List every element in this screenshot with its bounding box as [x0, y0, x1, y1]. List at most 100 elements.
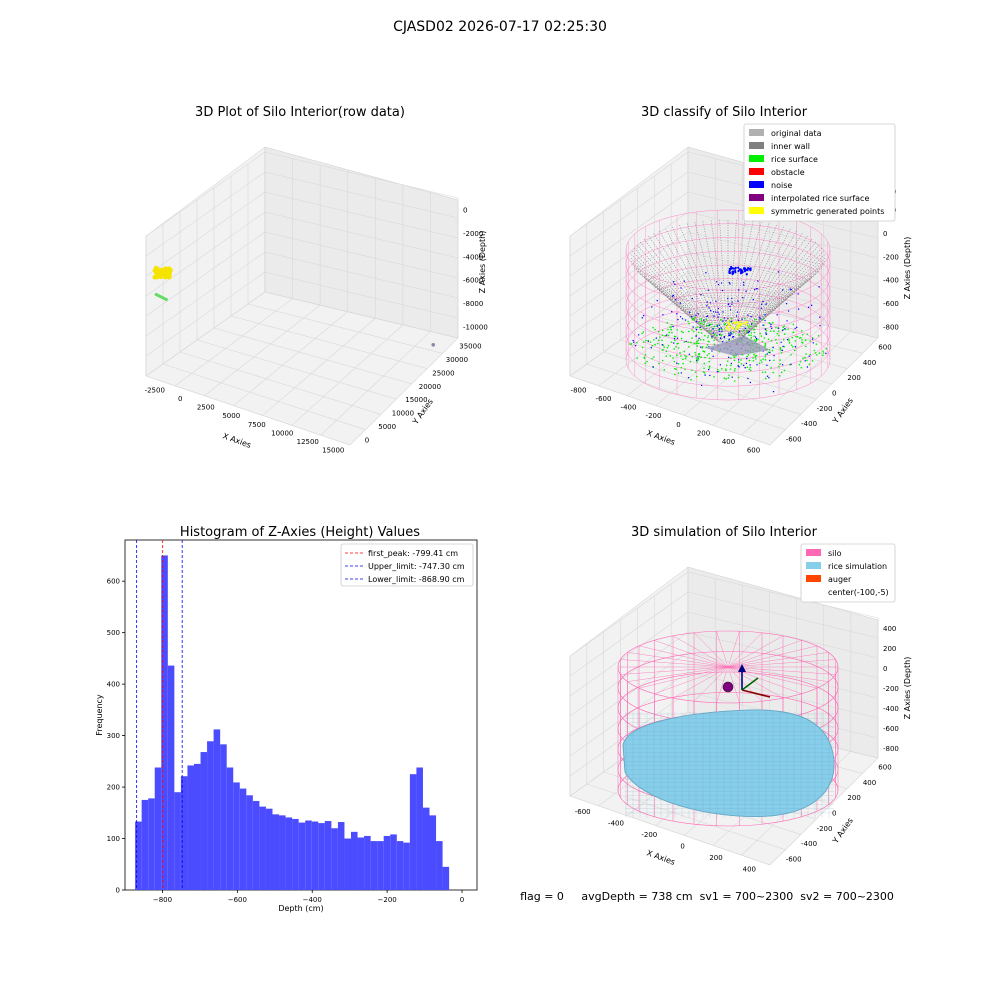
silo-roof-line: [693, 632, 729, 668]
inner-wall-line: [686, 223, 724, 333]
noise-point: [731, 336, 734, 338]
rice-surface-point: [778, 375, 781, 377]
silo-roof-line: [727, 632, 763, 668]
rice-surface-point: [808, 363, 811, 366]
rice-surface-point: [780, 371, 783, 374]
noise-point: [716, 325, 719, 327]
rice-surface-point: [720, 334, 722, 336]
rice-surface-point: [792, 323, 795, 326]
floor-grid-line: [174, 298, 293, 387]
floor-grid-line: [769, 757, 879, 866]
floor-grid-line: [196, 339, 397, 400]
silo-roof-line: [627, 652, 729, 668]
rice-surface-point: [688, 346, 690, 348]
x-tick-label: -600: [575, 808, 591, 816]
rice-surface-point: [728, 374, 730, 376]
rice-surface-point: [748, 359, 751, 362]
noise-point: [749, 381, 752, 384]
rice-surface-point: [763, 337, 766, 339]
x-tick-label: −800: [153, 896, 172, 904]
histogram-bar: [285, 817, 293, 890]
noise-point: [742, 281, 745, 284]
noise-point: [723, 336, 726, 339]
noise-point: [765, 333, 767, 336]
panel2-zlabel: Z Axies (Depth): [903, 237, 912, 300]
rice-surface-point: [664, 334, 667, 337]
x-tick-label: -200: [641, 831, 657, 839]
y-tick-label: 5000: [378, 423, 396, 431]
rice-surface-point: [761, 340, 764, 343]
rice-surface-point: [755, 354, 758, 357]
rice-surface-point: [783, 345, 786, 348]
noise-point: [647, 340, 649, 343]
rice-surface-point: [792, 346, 794, 348]
histogram-ticks: −800 −600 −400 −200 0 0 100 200 300 400 500 600: [107, 578, 465, 904]
rice-surface-point: [780, 349, 782, 351]
wall-grid-line: [569, 291, 689, 377]
x-tick-label: 0: [680, 842, 684, 850]
floor-grid-line: [162, 363, 366, 430]
rice-surface-point: [743, 317, 746, 320]
x-tick-label: 7500: [248, 421, 266, 429]
rice-surface-point: [769, 330, 772, 333]
histogram-bar: [409, 774, 417, 890]
rice-surface-point: [809, 353, 812, 356]
floor-grid-line: [655, 311, 770, 406]
symmetric-point: [738, 324, 741, 327]
y-tick-label: 30000: [446, 356, 468, 364]
rice-surface-point: [700, 317, 702, 320]
noise-point: [673, 281, 675, 283]
histogram-bar: [305, 820, 312, 890]
rice-surface-point: [696, 361, 698, 363]
noise-point: [770, 327, 773, 330]
noise-point: [712, 355, 714, 358]
rice-surface-point: [696, 326, 699, 328]
wall-grid-line: [264, 171, 459, 219]
noise-point: [737, 289, 740, 291]
noise-point: [728, 338, 730, 341]
x-tick-label: −600: [228, 896, 247, 904]
silo-roof-line: [654, 640, 729, 668]
rice-surface-point: [661, 329, 664, 332]
inner-wall-line: [672, 226, 722, 334]
rice-surface-point: [764, 344, 767, 347]
rice-surface-point: [806, 359, 808, 362]
rice-surface-point: [651, 344, 654, 347]
floor-grid-line: [204, 304, 321, 396]
histogram-bar: [357, 837, 365, 890]
symmetric-point: [735, 328, 738, 331]
noise-point: [770, 323, 772, 326]
noise-point: [768, 377, 770, 379]
noise-point: [761, 303, 763, 306]
legend-swatch: [806, 549, 821, 556]
legend-label: center(-100,-5): [828, 588, 889, 597]
inner-wall-line: [734, 226, 784, 334]
rice-surface-point: [750, 337, 753, 339]
rice-surface-point: [665, 355, 667, 357]
panel1-zlabel: Z Axies (Depth): [478, 231, 487, 294]
rice-surface-point: [753, 353, 755, 356]
panel1-title: 3D Plot of Silo Interior(row data): [195, 105, 405, 120]
noise-point: [716, 371, 719, 373]
noise-point: [728, 282, 731, 284]
noise-point: [781, 289, 784, 291]
floor-grid-line: [213, 327, 412, 385]
rice-surface-point: [755, 358, 757, 360]
legend-label: silo: [828, 549, 842, 558]
rice-surface-point: [703, 320, 706, 323]
rice-surface-point: [698, 353, 700, 356]
rice-surface-point: [700, 332, 703, 334]
noise-point: [754, 288, 756, 291]
noise-point: [652, 366, 654, 368]
wall-grid-line: [145, 251, 266, 337]
rice-surface-point: [721, 328, 723, 331]
wall-grid-line: [569, 691, 689, 777]
rice-surface-point: [695, 327, 697, 329]
rice-surface-point: [629, 343, 631, 345]
y-tick-label: 200: [107, 784, 120, 792]
symmetric-point: [726, 325, 729, 328]
inner-wall-line: [665, 286, 721, 343]
histogram-bar: [220, 744, 227, 890]
rice-surface-point: [802, 357, 804, 360]
z-tick-label: -600: [883, 300, 899, 308]
